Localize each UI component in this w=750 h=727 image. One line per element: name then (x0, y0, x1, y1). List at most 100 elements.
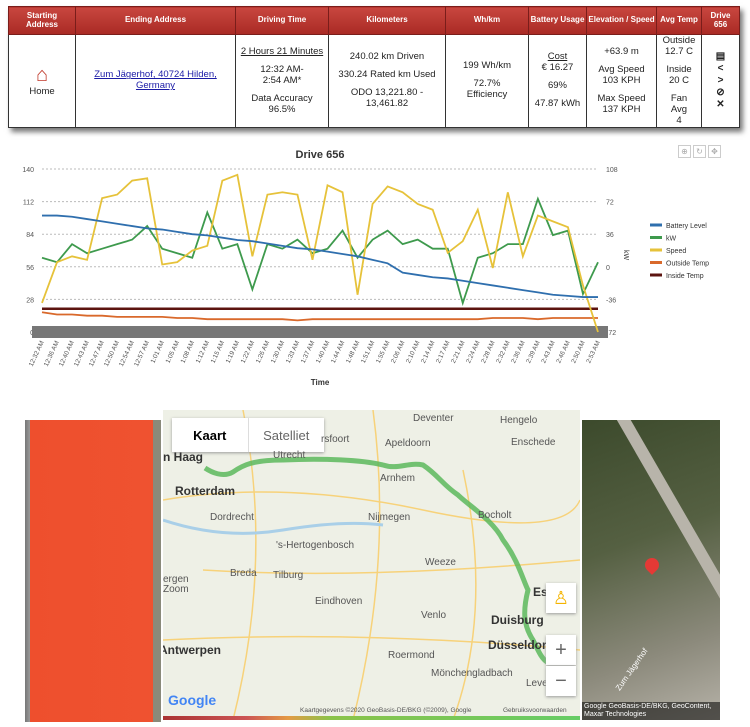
avg-speed: 103 KPH (602, 74, 641, 86)
x-tick: 1:12 AM (195, 340, 211, 365)
y-right-tick: 108 (606, 167, 618, 174)
street-view-pegman-icon[interactable]: ♙ (546, 583, 576, 613)
range-bar (32, 326, 608, 338)
share-icon[interactable]: < (717, 63, 724, 75)
outside-label: Outside (662, 35, 696, 46)
col-header: Elevation / Speed (586, 6, 657, 35)
chart-title: Drive 656 (296, 149, 345, 161)
wh-per-km: 199 Wh/km (462, 60, 512, 72)
satellite-attribution: Google GeoBasis-DE/BKG, GeoContent, Maxa… (582, 702, 720, 720)
map-label: Utrecht (273, 450, 306, 461)
map-label: Duisburg (491, 613, 544, 627)
x-tick: 1:05 AM (165, 340, 181, 365)
map-label: rsfoort (321, 434, 350, 445)
map-label: Bocholt (478, 510, 512, 521)
map-label: Roermond (388, 650, 435, 661)
x-tick: 1:48 AM (345, 340, 361, 365)
map-label: Hengelo (500, 415, 538, 426)
battery-kwh: 47.87 kWh (534, 98, 581, 110)
google-logo: Google (168, 692, 217, 708)
x-tick: 2:21 AM (450, 340, 466, 365)
map-label: Tilburg (273, 570, 304, 581)
map-label: Mönchengladbach (431, 668, 513, 679)
map-label: Dordrecht (210, 512, 254, 523)
speed-gradient-bar (163, 716, 580, 720)
y-left-tick: 112 (23, 200, 34, 207)
tab-satelliet[interactable]: Satelliet (247, 418, 325, 452)
start-address: Home (29, 86, 55, 98)
x-tick: 2:17 AM (435, 340, 451, 365)
zoom-in-button[interactable]: + (546, 635, 576, 665)
cost: € 16.27 (541, 62, 574, 74)
zoom-icon[interactable]: ⊕ (678, 145, 691, 158)
pan-icon[interactable]: ✥ (708, 145, 721, 158)
y-left-tick: 140 (22, 167, 34, 174)
route-line (203, 456, 549, 665)
fan-avg-label: Avg (670, 103, 688, 115)
x-tick: 2:36 AM (510, 340, 526, 365)
x-tick: 1:44 AM (330, 340, 346, 365)
legend-item: Outside Temp (666, 261, 709, 268)
delete-icon[interactable]: ✕ (716, 99, 725, 111)
map-attribution: Kaartgegevens ©2020 GeoBasis-DE/BKG (©20… (300, 707, 472, 714)
map-label: Deventer (413, 413, 454, 424)
x-tick: 2:28 AM (480, 340, 496, 365)
map-label: Enschede (511, 437, 556, 448)
col-header: Ending Address (75, 6, 236, 35)
map-label: n Haag (163, 450, 204, 464)
y-left-tick: 56 (26, 265, 34, 272)
duration: 2 Hours 21 Minutes (240, 45, 324, 57)
y-right-tick: 36 (606, 232, 614, 239)
x-tick: 1:26 AM (255, 340, 271, 365)
map-label: Eindhoven (315, 596, 363, 607)
x-tick: 2:50 AM (570, 340, 586, 365)
x-tick: 2:39 AM (525, 340, 541, 365)
satellite-view[interactable]: Zum Jägerhof Google GeoBasis-DE/BKG, Geo… (582, 420, 720, 720)
route-map[interactable]: Kaart Satelliet Deventer Hengelo Apeldoor… (163, 410, 580, 720)
merge-icon[interactable]: > (717, 75, 724, 87)
x-tick: 1:19 AM (225, 340, 241, 365)
x-tick: 2:43 AM (540, 340, 556, 365)
x-tick: 2:06 AM (390, 340, 406, 365)
elevation: +63.9 m (604, 45, 639, 57)
start-time: 12:32 AM- (260, 63, 304, 75)
x-tick: 2:24 AM (465, 340, 481, 365)
location-pin-icon (642, 555, 662, 575)
y-left-tick: 28 (26, 297, 34, 304)
redacted-panel (25, 420, 161, 722)
hide-icon[interactable]: ⊘ (716, 87, 725, 99)
map-label: Antwerpen (163, 643, 222, 657)
km-driven: 240.02 km Driven (349, 51, 425, 63)
terms-link[interactable]: Gebruiksvoorwaarden (503, 707, 567, 714)
y-left-tick: 84 (26, 232, 34, 239)
odo-start: ODO 13,221.80 - (350, 87, 424, 99)
y-right-tick: 72 (606, 200, 614, 207)
x-tick: 1:55 AM (375, 340, 391, 365)
accuracy-value: 96.5% (268, 103, 296, 115)
series-line-speed (41, 173, 599, 333)
x-tick: 1:40 AM (315, 340, 331, 365)
x-tick: 2:32 AM (495, 340, 511, 365)
x-tick: 2:10 AM (405, 340, 421, 365)
outside-temp: 12.7 C (665, 45, 693, 57)
map-label: Es (533, 585, 548, 599)
tab-kaart[interactable]: Kaart (193, 427, 227, 443)
end-address-link[interactable]: Zum Jägerhof, 40724 Hilden, Germany (94, 69, 217, 92)
x-tick: 2:14 AM (420, 340, 436, 365)
y-right-tick: -36 (606, 297, 616, 304)
series-line-battery-level (42, 214, 598, 298)
clipboard-icon[interactable]: ▤ (715, 51, 726, 63)
legend-item: Inside Temp (666, 273, 704, 280)
x-tick: 1:37 AM (300, 340, 316, 365)
efficiency-label: Efficiency (466, 89, 508, 101)
map-label: Nijmegen (368, 512, 411, 523)
y-right-tick: 0 (606, 265, 610, 272)
map-label: Apeldoorn (385, 438, 431, 449)
reset-icon[interactable]: ↻ (693, 145, 706, 158)
x-tick: 1:01 AM (150, 340, 166, 365)
map-label: Venlo (421, 610, 447, 621)
max-speed: 137 KPH (602, 103, 641, 115)
zoom-out-button[interactable]: − (546, 666, 576, 696)
map-type-control: Kaart Satelliet (172, 418, 324, 452)
x-tick: 1:15 AM (210, 340, 226, 365)
